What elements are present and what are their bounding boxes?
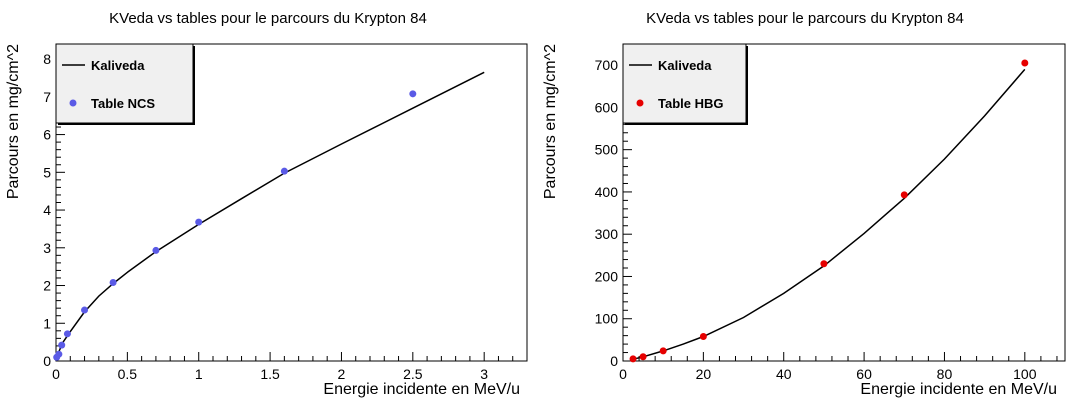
y-tick-label: 0	[610, 353, 618, 369]
y-tick-label: 600	[595, 99, 619, 115]
data-point	[63, 330, 71, 338]
legend-marker-swatch	[69, 99, 77, 107]
data-point	[81, 306, 89, 314]
legend-label: Table NCS	[91, 96, 155, 111]
data-point	[900, 191, 908, 199]
data-point	[639, 353, 647, 361]
data-point	[55, 350, 63, 358]
data-point	[152, 246, 160, 254]
x-tick-label: 2	[338, 366, 346, 382]
x-tick-label: 40	[776, 366, 792, 382]
y-axis-title: Parcours en mg/cm^2	[542, 44, 559, 199]
data-point	[280, 167, 288, 175]
y-tick-label: 4	[43, 202, 51, 218]
right-chart: KVeda vs tables pour le parcours du Kryp…	[542, 10, 1066, 398]
x-tick-label: 20	[696, 366, 712, 382]
data-point	[1021, 59, 1029, 67]
y-tick-label: 300	[595, 226, 619, 242]
legend-box	[622, 43, 747, 124]
y-tick-label: 5	[43, 164, 51, 180]
left-chart-panel: KVeda vs tables pour le parcours du Kryp…	[5, 10, 528, 398]
y-tick-label: 8	[43, 51, 51, 67]
x-tick-label: 2.5	[403, 366, 423, 382]
series-line-kaliveda	[55, 71, 485, 362]
x-tick-label: 1	[195, 366, 203, 382]
right-chart-panel: KVeda vs tables pour le parcours du Kryp…	[537, 0, 1074, 405]
x-tick-label: 100	[1013, 366, 1037, 382]
y-tick-label: 400	[595, 184, 619, 200]
left-chart: KVeda vs tables pour le parcours du Kryp…	[5, 10, 528, 398]
data-point	[195, 218, 203, 226]
data-point	[58, 341, 66, 349]
y-tick-label: 500	[595, 142, 619, 158]
y-tick-label: 100	[595, 311, 619, 327]
plot-frame	[622, 43, 1066, 362]
data-point	[629, 355, 637, 363]
legend-label: Kaliveda	[91, 58, 145, 73]
legend-label: Kaliveda	[658, 58, 712, 73]
x-axis-title: Energie incidente en MeV/u	[860, 381, 1057, 398]
chart-title: KVeda vs tables pour le parcours du Kryp…	[109, 10, 427, 27]
y-tick-label: 700	[595, 57, 619, 73]
data-point	[699, 332, 707, 340]
data-point	[109, 279, 117, 287]
y-tick-label: 200	[595, 268, 619, 284]
x-tick-label: 80	[937, 366, 953, 382]
data-point	[820, 260, 828, 268]
x-tick-label: 0.5	[118, 366, 138, 382]
data-point	[409, 90, 417, 98]
y-tick-label: 2	[43, 278, 51, 294]
x-tick-label: 1.5	[260, 366, 280, 382]
y-tick-label: 3	[43, 240, 51, 256]
y-tick-label: 1	[43, 315, 51, 331]
x-tick-label: 3	[480, 366, 488, 382]
x-tick-label: 0	[619, 366, 627, 382]
chart-title: KVeda vs tables pour le parcours du Kryp…	[646, 10, 964, 27]
legend-box	[55, 43, 194, 124]
x-tick-label: 60	[856, 366, 872, 382]
x-tick-label: 0	[52, 366, 60, 382]
y-tick-label: 0	[43, 353, 51, 369]
y-tick-label: 7	[43, 89, 51, 105]
x-axis-title: Energie incidente en MeV/u	[323, 381, 520, 398]
legend-marker-swatch	[636, 99, 644, 107]
y-tick-label: 6	[43, 127, 51, 143]
data-point	[659, 347, 667, 355]
legend-label: Table HBG	[658, 96, 724, 111]
y-axis-title: Parcours en mg/cm^2	[5, 44, 22, 199]
